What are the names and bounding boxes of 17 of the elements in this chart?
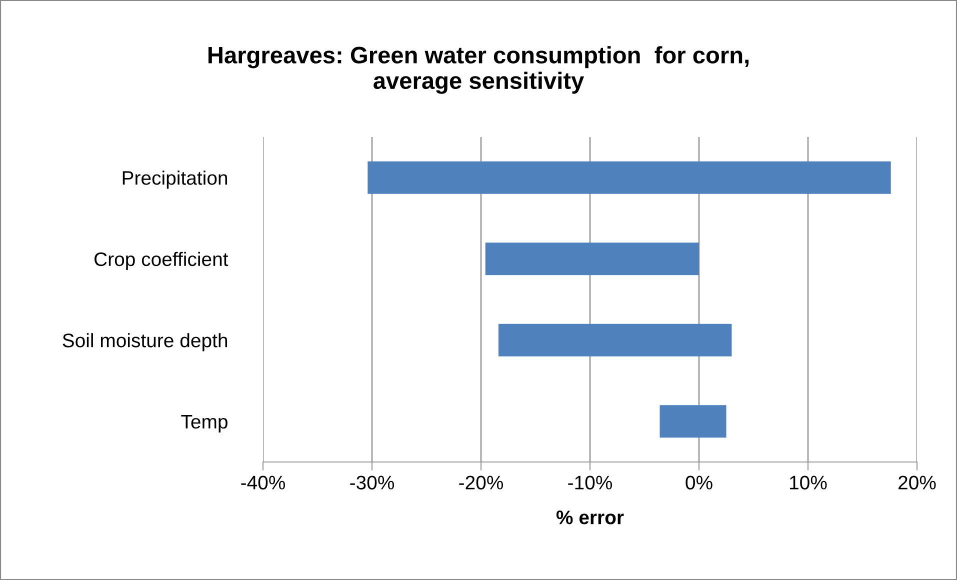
bar — [368, 161, 891, 194]
x-tick-label: -20% — [459, 476, 504, 490]
x-axis-title: % error — [556, 510, 624, 524]
bar — [498, 324, 732, 356]
x-tick-label: -10% — [568, 476, 612, 490]
x-tick-label: -30% — [350, 476, 394, 490]
bar — [485, 242, 699, 276]
x-tick-label: 0% — [686, 476, 712, 490]
x-tick-label: -40% — [241, 476, 286, 490]
x-tick-label: 20% — [898, 476, 936, 490]
y-tick-label: Crop coefficient — [94, 252, 228, 270]
chart-title: Hargreaves: Green water consumption for corn, average sensitivity — [208, 46, 749, 94]
y-tick-label: Soil moisture depth — [62, 333, 228, 352]
y-tick-label: Temp — [181, 415, 228, 432]
bar — [660, 405, 726, 438]
x-tick-label: 10% — [790, 476, 827, 490]
y-tick-label: Precipitation — [122, 170, 228, 189]
